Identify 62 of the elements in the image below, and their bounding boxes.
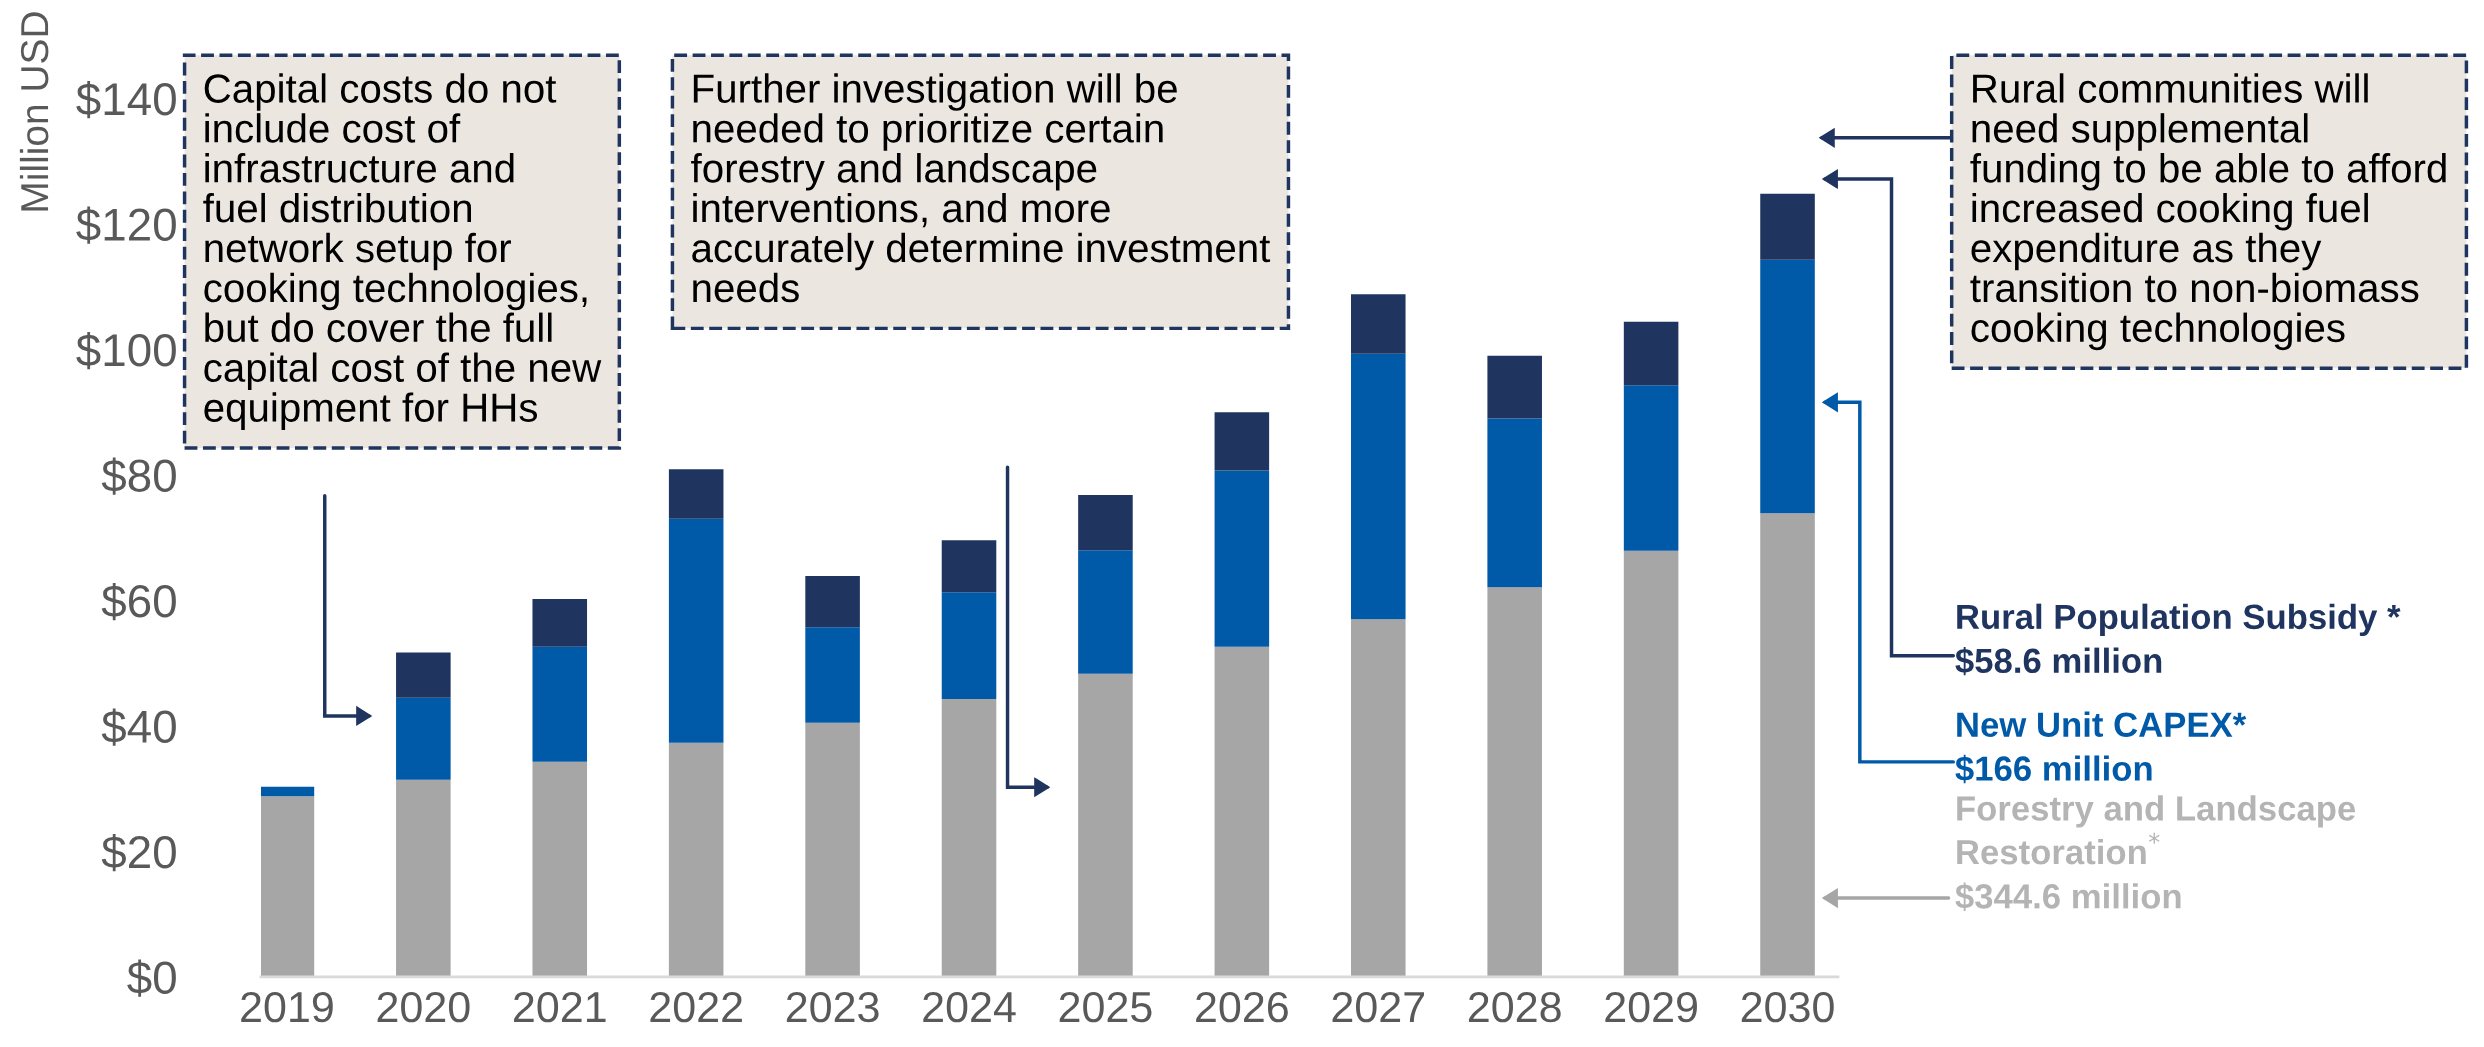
x-tick-label: 2019 (241, 991, 333, 1023)
text: New Unit CAPEX* $166 million (1955, 711, 2247, 784)
bar (1487, 418, 1542, 588)
y-tick-label: $40 (101, 708, 176, 746)
bar (805, 627, 860, 723)
y-tick-label: $0 (127, 959, 176, 997)
x-tick-label: 2028 (1468, 991, 1561, 1023)
y-tick-label: $140 (76, 81, 176, 119)
annotation: Further investigation will be needed to prioritize certain forestry and landscape interventions, and more accurately determine investment needs (691, 73, 1271, 303)
bar (941, 592, 997, 699)
bar (668, 469, 724, 519)
bar (941, 540, 997, 593)
x-tick-label: 2026 (1196, 991, 1288, 1023)
x-tick-label: 2020 (377, 991, 470, 1023)
x-tick-label: 2022 (650, 991, 742, 1023)
text: Forestry and Landscape Restoration$^{*}$ $344.6 million (1955, 795, 2356, 911)
bar (1760, 193, 1815, 260)
bar (396, 779, 451, 977)
bar (1078, 550, 1133, 674)
bar (668, 742, 724, 977)
bar (1350, 353, 1406, 620)
bar (1623, 550, 1679, 977)
bar (1214, 412, 1270, 471)
bar (1214, 646, 1270, 977)
y-axis-title: Million USD (19, 12, 49, 211)
bar (1760, 259, 1815, 514)
bar (805, 722, 860, 977)
bar (1214, 470, 1270, 647)
bar (668, 518, 724, 743)
y-tick-label: $100 (76, 332, 176, 370)
bar (532, 599, 588, 647)
bar (1760, 513, 1815, 977)
bar (1350, 294, 1406, 354)
bar (1623, 321, 1679, 386)
bar (941, 698, 997, 977)
bar (1078, 673, 1133, 977)
bar (261, 786, 315, 797)
text: Rural Population Subsidy * $58.6 million (1955, 603, 2401, 676)
text: Rural communities will need supplemental funding to be able to afford increased cooking fuel expenditure as they transition to non-biomass cooking technologies (1970, 73, 2446, 351)
bar (1487, 355, 1542, 419)
x-tick-label: 2021 (514, 991, 606, 1023)
x-tick-label: 2024 (923, 991, 1016, 1023)
bar (805, 575, 860, 628)
bar (1623, 385, 1679, 551)
y-tick-label: $60 (101, 583, 176, 621)
x-tick-label: 2023 (786, 991, 879, 1023)
y-tick-label: $80 (101, 457, 176, 495)
bar (1487, 587, 1542, 977)
x-tick-label: 2030 (1741, 991, 1834, 1023)
x-tick-label: 2025 (1059, 991, 1152, 1023)
bar (396, 652, 451, 698)
bar (532, 761, 588, 977)
bar (532, 646, 588, 762)
x-tick-label: 2027 (1332, 991, 1424, 1023)
text: Capital costs do not include cost of infrastructure and fuel distribution network setup for cooking technologies, but do cover the full capital cost of the new equipment for HHs (203, 73, 602, 430)
bar (1350, 619, 1406, 977)
y-tick-label: $20 (101, 834, 176, 872)
bar (261, 796, 315, 977)
x-tick-label: 2029 (1605, 991, 1697, 1023)
bar (396, 697, 451, 780)
y-tick-label: $120 (76, 206, 176, 244)
bar (1078, 494, 1133, 551)
